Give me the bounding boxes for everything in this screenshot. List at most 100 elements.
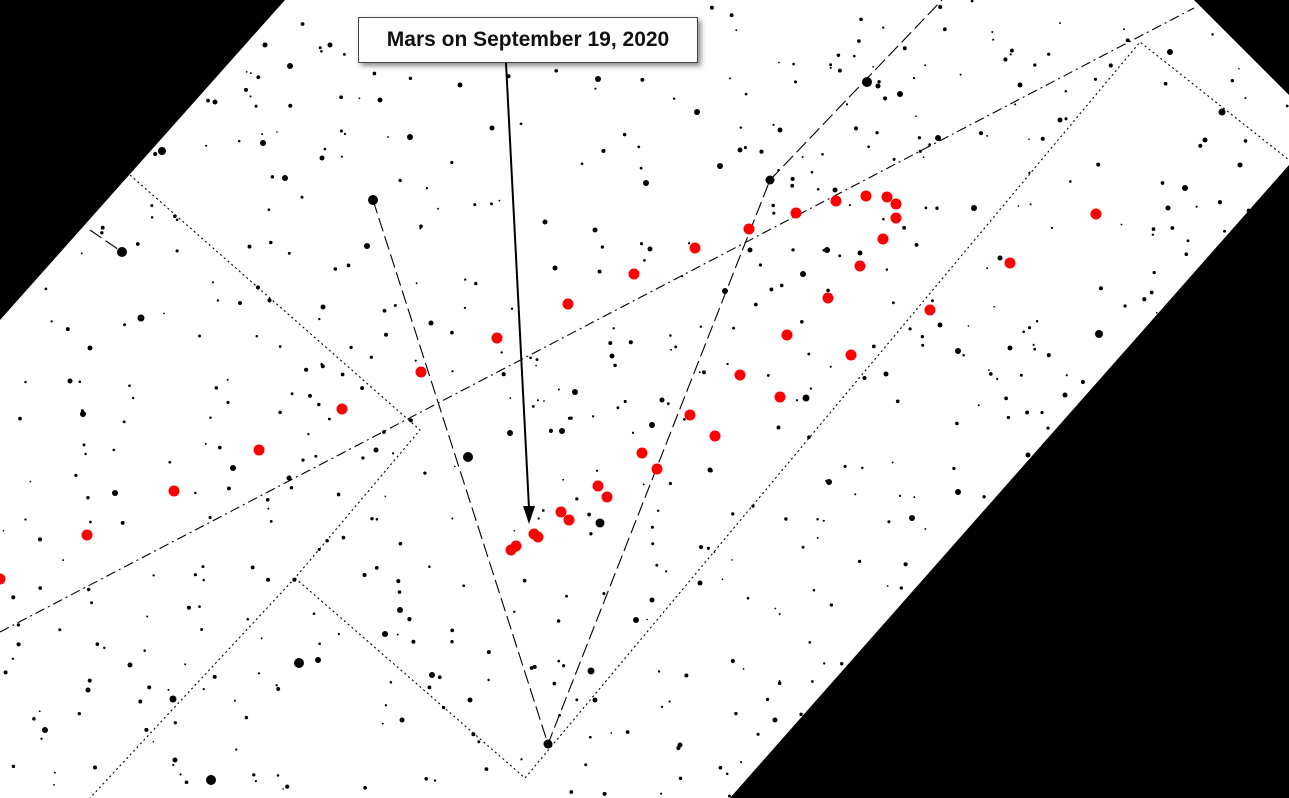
faint-star xyxy=(501,372,506,377)
faint-star xyxy=(275,684,278,687)
faint-star xyxy=(631,431,635,434)
faint-star xyxy=(244,87,248,92)
faint-star xyxy=(744,92,748,96)
star xyxy=(777,127,783,133)
faint-star xyxy=(398,541,403,546)
faint-star xyxy=(766,373,770,377)
faint-star xyxy=(336,492,341,497)
star xyxy=(67,378,73,384)
faint-star xyxy=(912,76,916,80)
faint-star xyxy=(153,151,158,157)
faint-star xyxy=(2,529,5,532)
faint-star xyxy=(903,562,908,567)
faint-star xyxy=(318,642,321,646)
faint-star xyxy=(471,732,476,737)
faint-star xyxy=(1160,181,1165,185)
faint-star xyxy=(769,287,774,292)
faint-star xyxy=(276,774,280,777)
faint-star xyxy=(16,623,21,627)
faint-star xyxy=(184,780,189,785)
faint-star xyxy=(1151,227,1156,231)
faint-star xyxy=(520,758,523,761)
faint-star xyxy=(837,68,842,73)
star xyxy=(260,140,266,146)
faint-star xyxy=(1198,143,1203,148)
star xyxy=(543,739,553,749)
faint-star xyxy=(776,425,781,430)
faint-star xyxy=(53,783,55,786)
faint-star xyxy=(172,763,175,766)
faint-star xyxy=(194,491,197,495)
faint-star xyxy=(840,662,844,666)
mars-position-dot xyxy=(491,332,503,344)
faint-star xyxy=(706,546,711,550)
faint-star xyxy=(285,784,290,789)
faint-star xyxy=(740,761,743,764)
faint-star xyxy=(822,519,825,522)
star xyxy=(587,667,595,675)
faint-star xyxy=(1050,226,1053,229)
faint-star xyxy=(50,320,53,323)
faint-star xyxy=(1244,97,1247,100)
mars-position-dot xyxy=(860,190,872,202)
faint-star xyxy=(536,399,540,402)
faint-star xyxy=(532,405,535,408)
faint-star xyxy=(509,397,512,399)
faint-star xyxy=(92,765,98,770)
faint-star xyxy=(580,162,584,166)
faint-star xyxy=(53,771,56,774)
star xyxy=(772,717,778,723)
faint-star xyxy=(267,298,272,303)
faint-star xyxy=(269,240,273,245)
faint-star xyxy=(852,54,856,58)
faint-star xyxy=(986,134,989,137)
mars-position-dot xyxy=(924,304,936,316)
faint-star xyxy=(743,146,747,150)
faint-star xyxy=(320,50,323,53)
faint-star xyxy=(255,285,261,290)
faint-star xyxy=(967,325,970,327)
faint-star xyxy=(1028,138,1030,141)
faint-star xyxy=(600,245,605,249)
star xyxy=(1007,345,1013,351)
faint-star xyxy=(562,478,565,481)
faint-star xyxy=(437,207,440,210)
star xyxy=(1017,82,1023,88)
faint-star xyxy=(374,566,379,570)
faint-star xyxy=(1040,411,1044,415)
mars-position-dot xyxy=(881,191,893,203)
faint-star xyxy=(235,748,238,751)
faint-star xyxy=(808,641,812,644)
faint-star xyxy=(1046,426,1050,430)
star xyxy=(572,389,578,395)
faint-star xyxy=(120,520,125,525)
faint-star xyxy=(887,520,891,524)
faint-star xyxy=(883,96,888,101)
mars-position-dot xyxy=(790,207,802,219)
faint-star xyxy=(1186,239,1190,243)
faint-star xyxy=(152,741,155,743)
faint-star xyxy=(848,204,851,207)
star xyxy=(315,657,321,663)
faint-star xyxy=(672,97,676,100)
star xyxy=(230,465,236,471)
faint-star xyxy=(955,421,959,426)
faint-star xyxy=(414,359,417,362)
mars-position-dot xyxy=(555,506,567,518)
star xyxy=(1182,185,1188,191)
faint-star xyxy=(146,615,149,618)
faint-star xyxy=(112,448,116,452)
faint-star xyxy=(360,386,365,391)
faint-star xyxy=(816,517,819,521)
faint-star xyxy=(1217,200,1222,205)
faint-star xyxy=(372,71,377,76)
faint-star xyxy=(267,208,271,212)
faint-star xyxy=(256,75,261,80)
faint-star xyxy=(795,399,799,402)
constellation-figure-line xyxy=(372,0,943,746)
faint-star xyxy=(899,586,903,590)
faint-star xyxy=(616,406,620,410)
faint-star xyxy=(790,176,795,181)
faint-star xyxy=(103,646,106,650)
star xyxy=(937,322,943,328)
